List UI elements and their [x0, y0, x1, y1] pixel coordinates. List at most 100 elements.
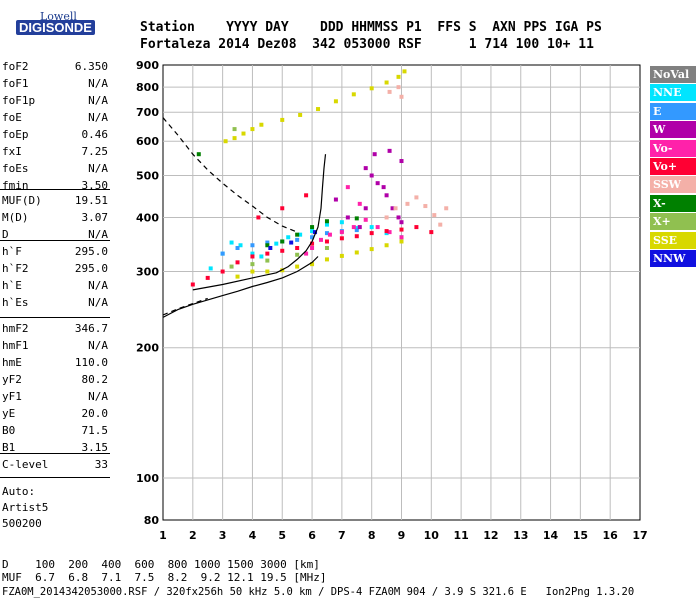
echo-point — [220, 269, 225, 274]
echo-point — [444, 206, 449, 211]
param-b0: B0 71.5 — [2, 422, 108, 439]
x-tick-label: 3 — [219, 529, 227, 542]
echo-point — [375, 225, 380, 230]
echo-point — [354, 216, 359, 221]
param-label: hmE — [2, 356, 22, 369]
legend-item-w: W — [650, 121, 696, 139]
gridlines — [163, 65, 640, 520]
echo-point — [324, 222, 329, 227]
param-value: N/A — [88, 228, 108, 241]
echo-point — [369, 86, 374, 91]
param-fof1: foF1 N/A — [2, 75, 108, 92]
echo-point — [295, 264, 300, 269]
echo-point — [324, 231, 329, 236]
param-md: M(D) 3.07 — [2, 209, 108, 226]
echo-point — [298, 232, 303, 237]
x-tick-label: 8 — [368, 529, 376, 542]
param-value: 80.2 — [81, 373, 109, 386]
echo-point — [304, 251, 309, 256]
echo-point — [339, 230, 344, 235]
echo-point — [351, 225, 356, 230]
echo-point — [369, 247, 374, 252]
echo-point — [438, 222, 443, 227]
echo-point — [232, 127, 237, 132]
echo-point — [414, 195, 419, 200]
param-label: hmF1 — [2, 339, 29, 352]
echo-point — [319, 237, 324, 242]
y-tick-label: 600 — [136, 135, 159, 148]
x-tick-label: 10 — [424, 529, 440, 542]
auto-program: Artist5 — [2, 501, 49, 514]
param-hme: hmE 110.0 — [2, 354, 108, 371]
x-tick-label: 1 — [159, 529, 167, 542]
echo-point — [310, 225, 315, 230]
echo-point — [396, 215, 401, 220]
fitted-curves — [162, 117, 327, 318]
echo-point — [381, 185, 386, 190]
echo-point — [399, 239, 404, 244]
curve-virtual-height-model — [192, 154, 327, 291]
param-label: fmin — [2, 179, 29, 192]
header-labels: Station YYYY DAY DDD HHMMSS P1 FFS S AXN… — [140, 20, 602, 35]
param-value: N/A — [88, 162, 108, 175]
echo-point — [369, 173, 374, 178]
echo-point — [339, 253, 344, 258]
echo-point — [235, 245, 240, 250]
param-value: 33 — [94, 458, 108, 471]
echo-point — [384, 231, 389, 236]
param-value: N/A — [88, 390, 108, 403]
echo-point — [256, 215, 261, 220]
echo-point — [333, 197, 338, 202]
param-label: foEs — [2, 162, 29, 175]
param-label: fxI — [2, 145, 22, 158]
echo-point — [295, 245, 300, 250]
param-he: h`E N/A — [2, 277, 108, 294]
param-fof2: foF2 6.350 — [2, 58, 108, 75]
param-value: 3.07 — [81, 211, 109, 224]
param-foe: foE N/A — [2, 109, 108, 126]
param-label: foEp — [2, 128, 29, 141]
echo-point — [280, 206, 285, 211]
echo-point — [345, 185, 350, 190]
param-fmin: fmin 3.50 — [2, 177, 108, 194]
legend-item-x: X- — [650, 194, 696, 212]
param-label: B1 — [2, 441, 16, 454]
echo-point — [384, 243, 389, 248]
x-tick-label: 9 — [398, 529, 406, 542]
param-hf2: h`F2 295.0 — [2, 260, 108, 277]
echo-point — [396, 85, 401, 90]
echo-point — [363, 166, 368, 171]
param-value: 71.5 — [81, 424, 109, 437]
echo-point — [235, 260, 240, 265]
legend-item-vo: Vo+ — [650, 158, 696, 175]
param-b1: B1 3.15 — [2, 439, 108, 456]
echo-point — [265, 258, 270, 263]
auto-code: 500200 — [2, 517, 42, 530]
param-value: 20.0 — [81, 407, 109, 420]
param-separator — [0, 317, 110, 318]
echo-point — [250, 243, 255, 248]
echo-point — [351, 92, 356, 97]
param-label: yF2 — [2, 373, 22, 386]
param-mufd: MUF(D) 19.51 — [2, 192, 108, 209]
x-tick-label: 6 — [308, 529, 316, 542]
echo-point — [250, 127, 255, 132]
param-yf1: yF1 N/A — [2, 388, 108, 405]
echo-point — [324, 257, 329, 262]
series-x — [196, 152, 359, 248]
param-hmf1: hmF1 N/A — [2, 337, 108, 354]
echo-point — [357, 201, 362, 206]
param-label: hmF2 — [2, 322, 29, 335]
echo-point — [229, 240, 234, 245]
echo-point — [196, 152, 201, 157]
param-separator — [0, 453, 110, 454]
echo-point — [324, 219, 329, 224]
param-value: 3.50 — [81, 179, 109, 192]
series-vo — [190, 193, 434, 287]
param-separator — [0, 240, 110, 241]
muf-value-row: MUF 6.7 6.8 7.1 7.5 8.2 9.2 12.1 19.5 [M… — [2, 571, 327, 584]
param-value: 7.25 — [81, 145, 109, 158]
echo-point — [259, 254, 264, 259]
param-label: h`E — [2, 279, 22, 292]
